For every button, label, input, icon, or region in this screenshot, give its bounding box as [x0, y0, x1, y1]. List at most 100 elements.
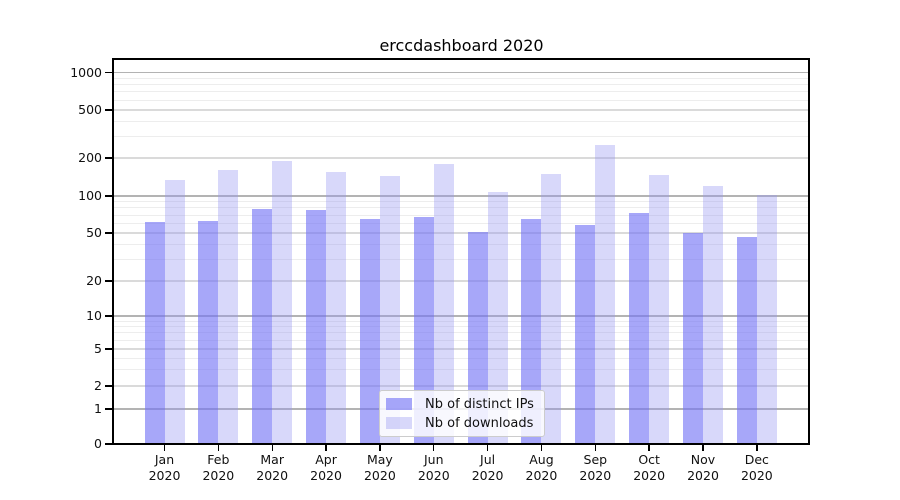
- gridline-minor: [114, 339, 808, 341]
- gridline-minor: [114, 357, 808, 359]
- legend-label: Nb of downloads: [425, 415, 534, 431]
- y-tick: [105, 109, 113, 111]
- bar-downloads: [756, 194, 777, 444]
- y-tick-label: 200: [78, 150, 102, 165]
- y-tick: [105, 385, 113, 387]
- gridline-major: [114, 109, 808, 111]
- gridline-major: [114, 157, 808, 159]
- y-tick: [105, 280, 113, 282]
- x-tick-label: Sep 2020: [579, 452, 612, 483]
- bar-distinct-ips: [736, 237, 757, 444]
- bar-distinct-ips: [252, 208, 273, 444]
- gridline-minor: [114, 326, 808, 328]
- bar-distinct-ips: [575, 225, 596, 444]
- y-tick-label: 0: [94, 436, 102, 451]
- x-tick: [540, 445, 543, 451]
- legend-label: Nb of distinct IPs: [425, 396, 534, 412]
- x-tick: [594, 445, 596, 451]
- y-tick-label: 1000: [70, 64, 102, 80]
- y-tick: [105, 157, 113, 159]
- bar-downloads: [703, 186, 723, 444]
- bar-downloads: [164, 179, 185, 444]
- gridline-minor: [114, 201, 808, 203]
- bar-downloads: [218, 170, 239, 444]
- gridline-minor: [114, 320, 808, 322]
- bar-distinct-ips: [629, 212, 650, 444]
- gridline-minor: [114, 207, 808, 209]
- gridline-minor: [114, 369, 808, 371]
- bar-downloads: [326, 171, 347, 444]
- x-tick: [433, 445, 435, 451]
- x-tick-label: Mar 2020: [256, 452, 289, 483]
- x-tick-label: Jun 2020: [417, 452, 450, 483]
- x-tick-label: Apr 2020: [310, 452, 342, 483]
- gridline-minor: [114, 259, 808, 261]
- bar-distinct-ips: [144, 221, 165, 444]
- gridline-major: [114, 280, 808, 282]
- x-tick-label: May 2020: [363, 452, 396, 483]
- y-tick: [105, 408, 113, 410]
- chart-title: erccdashboard 2020: [379, 36, 544, 55]
- gridline-major: [114, 232, 808, 234]
- gridline-minor: [114, 332, 808, 334]
- gridline-major: [114, 348, 808, 350]
- x-tick-label: Jul 2020: [471, 452, 504, 483]
- gridline-major: [114, 385, 808, 387]
- gridline-minor: [114, 136, 808, 138]
- x-tick: [756, 445, 758, 451]
- y-tick-label: 500: [78, 102, 102, 117]
- x-tick: [325, 445, 327, 451]
- gridline-power10: [114, 315, 808, 317]
- gridline-minor: [114, 244, 808, 246]
- legend-swatch: [386, 398, 412, 410]
- bar-distinct-ips: [306, 209, 327, 444]
- x-tick: [163, 445, 166, 451]
- y-tick: [105, 348, 113, 350]
- gridline-minor: [114, 77, 808, 79]
- bar-downloads: [541, 173, 562, 444]
- y-tick: [105, 443, 113, 445]
- y-tick-label: 10: [86, 308, 102, 323]
- y-tick-label: 5: [94, 341, 102, 356]
- bar-distinct-ips: [683, 233, 703, 444]
- legend-entry: Nb of downloads: [386, 415, 536, 431]
- legend: Nb of distinct IPs Nb of downloads: [379, 390, 545, 437]
- bar-downloads: [595, 145, 616, 444]
- bar-distinct-ips: [198, 220, 219, 444]
- x-tick: [702, 445, 704, 451]
- bar-downloads: [272, 160, 293, 444]
- x-tick: [271, 445, 273, 451]
- legend-swatch: [386, 417, 412, 429]
- y-tick-label: 50: [86, 225, 102, 240]
- x-tick-label: Aug 2020: [525, 452, 558, 483]
- x-tick: [648, 445, 650, 451]
- gridline-minor: [114, 84, 808, 86]
- bar-distinct-ips: [359, 218, 380, 444]
- y-tick: [105, 232, 113, 234]
- bar-distinct-ips: [413, 216, 434, 444]
- y-tick-label: 20: [86, 273, 102, 288]
- x-tick: [486, 445, 489, 451]
- bar-downloads: [379, 175, 400, 444]
- gridline-minor: [114, 91, 808, 93]
- x-tick-label: Feb 2020: [202, 452, 235, 483]
- x-tick: [217, 445, 220, 451]
- bar-downloads: [433, 163, 454, 444]
- gridline-minor: [114, 121, 808, 123]
- x-tick-label: Jan 2020: [148, 452, 181, 483]
- gridline-minor: [114, 99, 808, 101]
- x-tick: [379, 445, 381, 451]
- x-tick-label: Dec 2020: [740, 452, 773, 483]
- bar-distinct-ips: [521, 218, 542, 444]
- bar-downloads: [649, 174, 670, 444]
- gridline-power10: [114, 195, 808, 197]
- y-tick: [105, 315, 113, 317]
- gridline-minor: [114, 222, 808, 224]
- gridline-power10: [114, 71, 808, 74]
- y-tick-label: 1: [94, 401, 102, 416]
- x-tick-label: Nov 2020: [687, 452, 719, 483]
- bar-downloads: [487, 191, 508, 444]
- y-tick: [105, 195, 113, 197]
- legend-entry: Nb of distinct IPs: [386, 396, 536, 412]
